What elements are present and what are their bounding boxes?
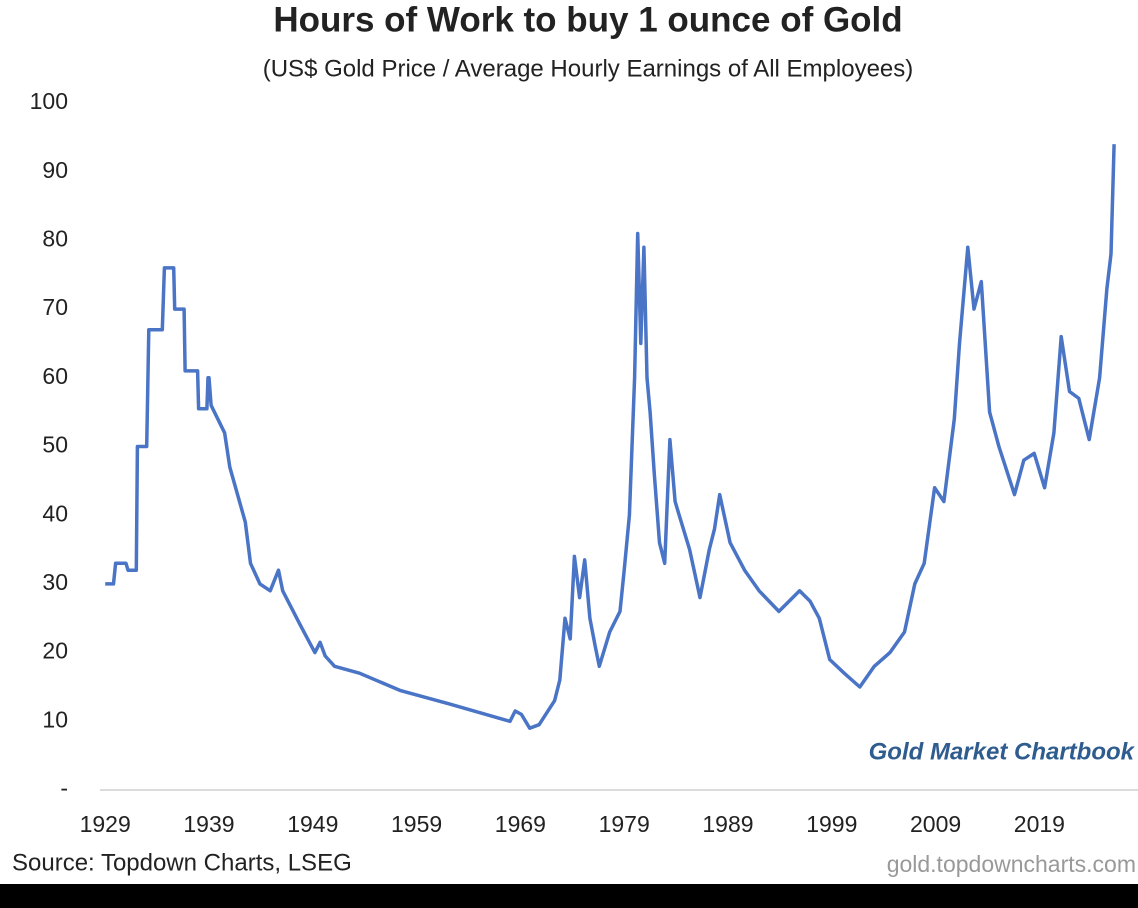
y-tick-label: 20	[42, 638, 68, 664]
y-tick-label: 100	[30, 88, 68, 114]
x-tick-label: 1929	[80, 811, 131, 837]
y-tick-label: 80	[42, 225, 68, 251]
x-tick-label: 1979	[599, 811, 650, 837]
x-tick-label: 1989	[702, 811, 753, 837]
data-line	[105, 144, 1116, 730]
url-note: gold.topdowncharts.com	[887, 851, 1136, 877]
y-tick-label: 40	[42, 500, 68, 526]
y-tick-label: 70	[42, 294, 68, 320]
x-tick-label: 1959	[391, 811, 442, 837]
x-tick-label: 1949	[287, 811, 338, 837]
x-tick-label: 2019	[1014, 811, 1065, 837]
chart-title: Hours of Work to buy 1 ounce of Gold	[273, 0, 902, 39]
x-tick-label: 1939	[183, 811, 234, 837]
y-tick-label: 90	[42, 157, 68, 183]
x-tick-label: 1969	[495, 811, 546, 837]
source-note: Source: Topdown Charts, LSEG	[12, 849, 352, 876]
x-tick-label: 2009	[910, 811, 961, 837]
x-tick-label: 1999	[806, 811, 857, 837]
y-tick-label: 10	[42, 706, 68, 732]
y-tick-label: 60	[42, 363, 68, 389]
y-tick-label: -	[60, 775, 68, 801]
watermark: Gold Market Chartbook	[869, 738, 1136, 765]
y-tick-label: 50	[42, 432, 68, 458]
y-tick-label: 30	[42, 569, 68, 595]
bottom-bar	[0, 884, 1138, 908]
chart-subtitle: (US$ Gold Price / Average Hourly Earning…	[263, 55, 914, 82]
